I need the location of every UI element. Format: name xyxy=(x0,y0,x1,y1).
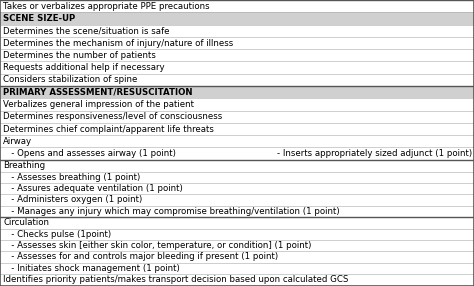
Bar xyxy=(0,194,474,206)
Text: Verbalizes general impression of the patient: Verbalizes general impression of the pat… xyxy=(3,100,194,109)
Bar xyxy=(0,229,474,240)
Bar xyxy=(0,217,474,229)
Text: - Opens and assesses airway (1 point): - Opens and assesses airway (1 point) xyxy=(3,149,176,158)
Text: Airway: Airway xyxy=(3,137,32,146)
Text: - Assesses skin [either skin color, temperature, or condition] (1 point): - Assesses skin [either skin color, temp… xyxy=(3,241,312,250)
Text: - Assesses breathing (1 point): - Assesses breathing (1 point) xyxy=(3,173,141,182)
Bar xyxy=(0,25,474,37)
Text: Determines the mechanism of injury/nature of illness: Determines the mechanism of injury/natur… xyxy=(3,39,234,47)
Bar xyxy=(0,183,474,194)
Text: - Assures adequate ventilation (1 point): - Assures adequate ventilation (1 point) xyxy=(3,184,183,193)
Text: Determines the number of patients: Determines the number of patients xyxy=(3,51,156,60)
Text: - Checks pulse (1point): - Checks pulse (1point) xyxy=(3,230,111,239)
Bar xyxy=(0,0,474,12)
Bar xyxy=(0,12,474,25)
Bar xyxy=(0,111,474,123)
Bar xyxy=(0,98,474,111)
Text: Takes or verbalizes appropriate PPE precautions: Takes or verbalizes appropriate PPE prec… xyxy=(3,2,210,11)
Text: - Assesses for and controls major bleeding if present (1 point): - Assesses for and controls major bleedi… xyxy=(3,253,278,261)
Text: - Inserts appropriately sized adjunct (1 point): - Inserts appropriately sized adjunct (1… xyxy=(276,149,472,158)
Text: - Administers oxygen (1 point): - Administers oxygen (1 point) xyxy=(3,195,143,204)
Text: Identifies priority patients/makes transport decision based upon calculated GCS: Identifies priority patients/makes trans… xyxy=(3,275,349,284)
Bar xyxy=(0,172,474,183)
Bar xyxy=(0,61,474,74)
Bar xyxy=(0,263,474,274)
Bar xyxy=(0,206,474,217)
Bar xyxy=(0,74,474,86)
Bar xyxy=(0,251,474,263)
Text: PRIMARY ASSESSMENT/RESUSCITATION: PRIMARY ASSESSMENT/RESUSCITATION xyxy=(3,88,193,97)
Text: Requests additional help if necessary: Requests additional help if necessary xyxy=(3,63,165,72)
Bar xyxy=(0,123,474,135)
Text: Breathing: Breathing xyxy=(3,161,46,170)
Text: - Manages any injury which may compromise breathing/ventilation (1 point): - Manages any injury which may compromis… xyxy=(3,207,340,216)
Bar xyxy=(0,148,474,160)
Bar xyxy=(0,86,474,98)
Bar xyxy=(0,135,474,148)
Bar xyxy=(0,49,474,61)
Text: Determines the scene/situation is safe: Determines the scene/situation is safe xyxy=(3,26,170,35)
Text: Determines chief complaint/apparent life threats: Determines chief complaint/apparent life… xyxy=(3,124,214,134)
Text: Circulation: Circulation xyxy=(3,219,49,227)
Bar xyxy=(0,37,474,49)
Bar xyxy=(0,274,474,286)
Text: Determines responsiveness/level of consciousness: Determines responsiveness/level of consc… xyxy=(3,112,223,121)
Text: Considers stabilization of spine: Considers stabilization of spine xyxy=(3,76,137,84)
Bar xyxy=(0,160,474,172)
Text: - Initiates shock management (1 point): - Initiates shock management (1 point) xyxy=(3,264,180,273)
Bar xyxy=(0,240,474,251)
Text: SCENE SIZE-UP: SCENE SIZE-UP xyxy=(3,14,75,23)
